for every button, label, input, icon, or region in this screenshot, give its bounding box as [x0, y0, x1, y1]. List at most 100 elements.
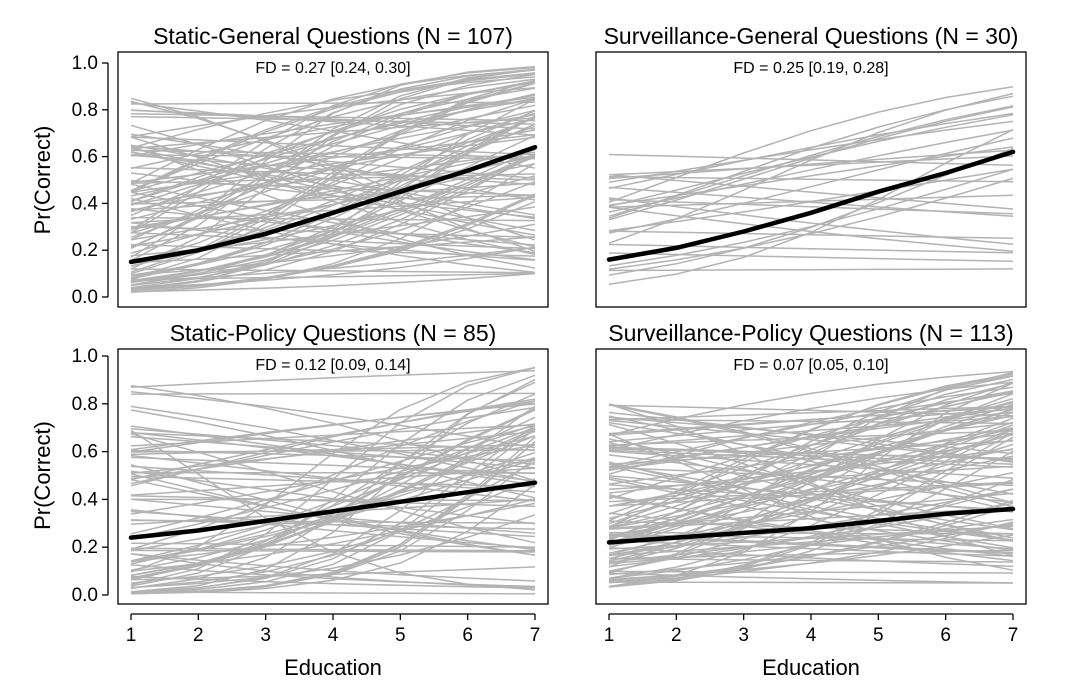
individual-line	[130, 183, 536, 254]
individual-line	[608, 411, 1014, 469]
y-axis: 0.0 0.2 0.4 0.6 0.8 1.0 Pr(Correct)	[30, 346, 109, 606]
individual-line	[608, 539, 1014, 557]
individual-line	[608, 114, 1014, 208]
y-tick-label: 0.0	[72, 287, 98, 308]
individual-line	[130, 502, 536, 563]
panel-4: Surveillance-Policy Questions (N = 113) F…	[595, 320, 1027, 680]
individual-line	[608, 416, 1014, 455]
individual-line	[130, 117, 536, 150]
individual-line	[608, 421, 1014, 560]
individual-line	[130, 109, 536, 136]
y-tick-label: 1.0	[72, 53, 98, 74]
plot-frame	[117, 51, 549, 308]
individual-line	[130, 68, 536, 234]
x-axis: 1 2 3 4 5 6 7 Education	[604, 613, 1019, 680]
individual-line	[608, 505, 1014, 582]
x-tick-label: 4	[328, 625, 339, 646]
individual-line	[608, 370, 1014, 436]
individual-line	[130, 99, 536, 157]
individual-line	[608, 173, 1014, 210]
x-tick-label: 5	[395, 625, 406, 646]
individual-line	[130, 68, 536, 270]
mean-line	[606, 506, 1016, 545]
individual-line	[130, 82, 536, 275]
individual-line	[608, 431, 1014, 588]
individual-line	[130, 78, 536, 192]
individual-line	[130, 378, 536, 593]
individual-line	[130, 162, 536, 294]
individual-line	[130, 423, 536, 562]
individual-line	[608, 106, 1014, 221]
individual-line	[608, 424, 1014, 562]
individual-line	[130, 435, 536, 540]
individual-line	[130, 80, 536, 248]
individual-line	[130, 510, 536, 538]
individual-line	[130, 76, 536, 149]
x-axis-label: Education	[284, 655, 382, 680]
individual-line	[130, 98, 536, 265]
individual-line	[130, 406, 536, 485]
individual-line	[608, 149, 1014, 180]
y-tick-label: 0.8	[72, 394, 98, 415]
x-tick-label: 7	[1008, 625, 1019, 646]
individual-line	[608, 581, 1014, 584]
individual-line	[608, 481, 1014, 503]
individual-line	[608, 120, 1014, 184]
individual-line	[130, 429, 536, 591]
individual-line	[130, 134, 536, 283]
individual-line	[608, 382, 1014, 545]
y-tick-label: 0.4	[72, 193, 99, 214]
individual-line	[130, 101, 536, 105]
individual-line	[130, 236, 536, 264]
x-axis: 1 2 3 4 5 6 7 Education	[126, 613, 540, 680]
individual-lines	[608, 370, 1014, 588]
individual-line	[608, 168, 1014, 267]
individual-line	[130, 478, 536, 551]
individual-lines	[130, 366, 536, 595]
panel-2: Surveillance-General Questions (N = 30) F…	[595, 23, 1027, 308]
fd-annotation: FD = 0.27 [0.24, 0.30]	[255, 60, 410, 77]
individual-line	[130, 444, 536, 515]
individual-line	[608, 381, 1014, 574]
individual-line	[130, 96, 536, 170]
individual-line	[130, 173, 536, 184]
individual-line	[130, 97, 536, 206]
individual-line	[130, 79, 536, 280]
individual-line	[608, 397, 1014, 546]
individual-line	[608, 390, 1014, 500]
individual-line	[608, 85, 1014, 203]
individual-line	[608, 440, 1014, 465]
individual-line	[608, 454, 1014, 504]
individual-line	[130, 366, 536, 573]
individual-lines	[130, 65, 536, 294]
individual-line	[130, 136, 536, 256]
y-axis: 0.0 0.2 0.4 0.6 0.8 1.0 Pr(Correct)	[30, 53, 109, 308]
y-tick-label: 0.6	[72, 147, 98, 168]
mean-line	[128, 480, 538, 540]
individual-line	[130, 542, 536, 548]
individual-line	[130, 449, 536, 453]
individual-line	[608, 230, 1014, 239]
x-tick-label: 2	[671, 625, 682, 646]
individual-line	[130, 498, 536, 502]
y-tick-label: 0.2	[72, 240, 98, 261]
individual-line	[608, 390, 1014, 525]
individual-line	[608, 450, 1014, 588]
individual-line	[130, 166, 536, 181]
individual-line	[130, 97, 536, 252]
individual-line	[130, 246, 536, 282]
individual-line	[608, 105, 1014, 217]
panel-title: Static-Policy Questions (N = 85)	[170, 320, 497, 346]
individual-line	[608, 374, 1014, 522]
individual-line	[130, 149, 536, 158]
plot-frame	[595, 348, 1027, 605]
individual-line	[608, 129, 1014, 213]
individual-line	[130, 231, 536, 250]
x-tick-label: 1	[604, 625, 615, 646]
individual-line	[130, 400, 536, 481]
individual-line	[130, 73, 536, 250]
panel-title: Static-General Questions (N = 107)	[153, 23, 513, 49]
x-tick-label: 5	[873, 625, 884, 646]
individual-line	[608, 512, 1014, 550]
individual-lines	[608, 85, 1014, 285]
